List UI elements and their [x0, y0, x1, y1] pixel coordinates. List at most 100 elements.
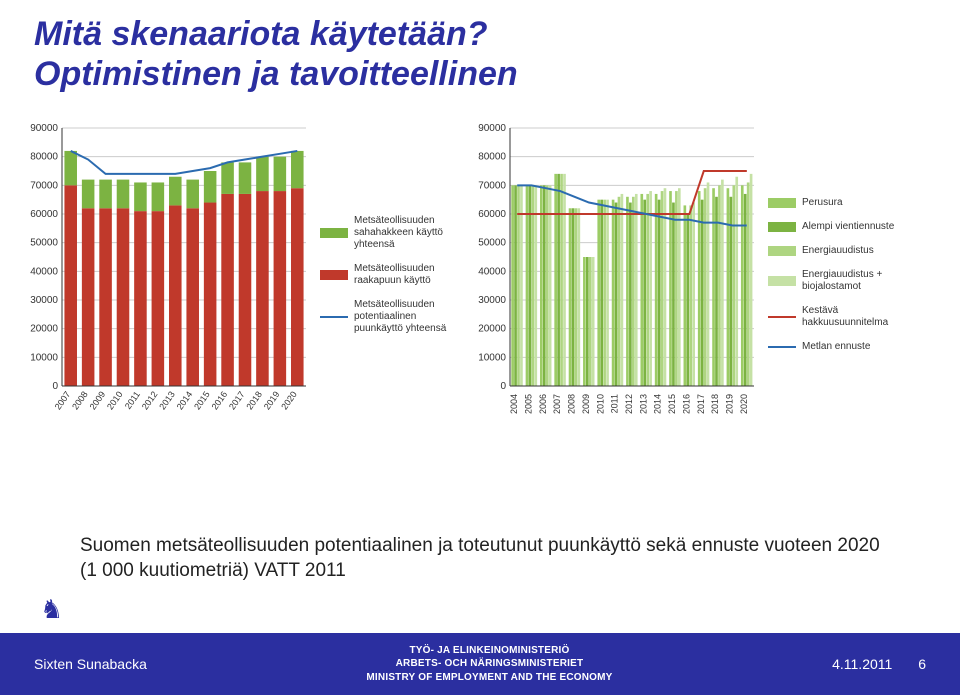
page-title: Mitä skenaariota käytetään? Optimistinen…: [34, 14, 518, 94]
svg-text:2012: 2012: [140, 389, 160, 411]
legend-swatch: [320, 316, 348, 318]
svg-text:2006: 2006: [538, 394, 548, 414]
logo-icon: ♞: [40, 594, 63, 625]
svg-text:0: 0: [500, 381, 506, 392]
svg-text:2019: 2019: [262, 389, 282, 411]
svg-text:2009: 2009: [88, 389, 108, 411]
legend-item: Metlan ennuste: [768, 341, 908, 353]
legend-item: Kestävä hakkuusuunnitelma: [768, 305, 908, 329]
chart1-with-legend: 0100002000030000400005000060000700008000…: [22, 120, 460, 430]
legend-label: Metsäteollisuuden sahahakkeen käyttö yht…: [354, 215, 460, 251]
chart1: 0100002000030000400005000060000700008000…: [22, 120, 312, 430]
svg-text:30000: 30000: [30, 295, 58, 306]
svg-text:60000: 60000: [30, 209, 58, 220]
svg-text:2018: 2018: [244, 389, 264, 411]
svg-text:2005: 2005: [524, 394, 534, 414]
footer-page: 6: [918, 656, 926, 672]
footer-date-page: 4.11.2011 6: [832, 656, 926, 672]
legend-label: Metsäteollisuuden raakapuun käyttö: [354, 263, 460, 287]
svg-text:60000: 60000: [478, 209, 506, 220]
legend-swatch: [768, 198, 796, 208]
svg-text:2010: 2010: [595, 394, 605, 414]
caption-line2: (1 000 kuutiometriä) VATT 2011: [80, 560, 346, 581]
legend-item: Metsäteollisuuden potentiaalinen puunkäy…: [320, 299, 460, 335]
svg-text:40000: 40000: [478, 266, 506, 277]
svg-text:90000: 90000: [30, 123, 58, 134]
title-line2: Optimistinen ja tavoitteellinen: [34, 55, 518, 93]
chart1-block: 0100002000030000400005000060000700008000…: [22, 120, 460, 520]
caption-line1: Suomen metsäteollisuuden potentiaalinen …: [80, 535, 880, 556]
svg-text:50000: 50000: [30, 238, 58, 249]
svg-text:2019: 2019: [724, 394, 734, 414]
svg-text:10000: 10000: [30, 352, 58, 363]
svg-text:2009: 2009: [581, 394, 591, 414]
svg-text:10000: 10000: [478, 352, 506, 363]
svg-text:2020: 2020: [739, 394, 749, 414]
chart1-svg-wrap: 0100002000030000400005000060000700008000…: [22, 120, 312, 430]
legend-item: Metsäteollisuuden raakapuun käyttö: [320, 263, 460, 287]
svg-text:2011: 2011: [610, 394, 620, 413]
svg-text:2014: 2014: [175, 389, 195, 411]
legend-item: Perusura: [768, 197, 908, 209]
svg-text:2004: 2004: [509, 394, 519, 414]
svg-text:40000: 40000: [30, 266, 58, 277]
legend-item: Metsäteollisuuden sahahakkeen käyttö yht…: [320, 215, 460, 251]
svg-text:2018: 2018: [710, 394, 720, 414]
chart2-block: 0 10000 20000 30000 40000 50000 60000 70000 8000…: [470, 120, 908, 520]
chart2-with-legend: 0 10000 20000 30000 40000 50000 60000 70000 8000…: [470, 120, 908, 430]
footer-org-line3: MINISTRY OF EMPLOYMENT AND THE ECONOMY: [366, 672, 612, 683]
svg-text:20000: 20000: [478, 324, 506, 335]
legend-label: Alempi vientiennuste: [802, 221, 894, 233]
legend-swatch: [768, 316, 796, 318]
footer-org-line2: ARBETS- OCH NÄRINGSMINISTERIET: [396, 658, 584, 669]
legend-swatch: [768, 246, 796, 256]
svg-text:2011: 2011: [123, 389, 142, 411]
chart2-legend: Perusura Alempi vientiennuste Energiauudis…: [768, 197, 908, 353]
svg-text:2016: 2016: [210, 389, 230, 411]
legend-item: Energiauudistus + biojalostamot: [768, 269, 908, 293]
svg-text:2010: 2010: [105, 389, 125, 411]
svg-text:2015: 2015: [192, 389, 212, 411]
svg-text:2012: 2012: [624, 394, 634, 414]
legend-label: Metsäteollisuuden potentiaalinen puunkäy…: [354, 299, 460, 335]
svg-text:2017: 2017: [227, 389, 247, 411]
legend-label: Metlan ennuste: [802, 341, 870, 353]
footer: Sixten Sunabacka TYÖ- JA ELINKEINOMINIST…: [0, 633, 960, 695]
legend-item: Energiauudistus: [768, 245, 908, 257]
svg-text:2013: 2013: [157, 389, 177, 411]
chart1-legend: Metsäteollisuuden sahahakkeen käyttö yht…: [320, 215, 460, 335]
svg-text:2013: 2013: [638, 394, 648, 414]
svg-text:2016: 2016: [681, 394, 691, 414]
legend-swatch: [768, 276, 796, 286]
legend-swatch: [768, 222, 796, 232]
svg-text:2007: 2007: [552, 394, 562, 414]
svg-text:2015: 2015: [667, 394, 677, 414]
chart2: 0 10000 20000 30000 40000 50000 60000 70000 8000…: [470, 120, 760, 430]
svg-text:80000: 80000: [30, 152, 58, 163]
svg-text:50000: 50000: [478, 238, 506, 249]
legend-item: Alempi vientiennuste: [768, 221, 908, 233]
svg-text:30000: 30000: [478, 295, 506, 306]
svg-text:70000: 70000: [30, 180, 58, 191]
legend-label: Energiauudistus + biojalostamot: [802, 269, 908, 293]
svg-text:70000: 70000: [478, 180, 506, 191]
svg-text:2017: 2017: [696, 394, 706, 414]
page: Mitä skenaariota käytetään? Optimistinen…: [0, 0, 960, 695]
legend-swatch: [320, 228, 348, 238]
legend-label: Energiauudistus: [802, 245, 874, 257]
footer-org-line1: TYÖ- JA ELINKEINOMINISTERIÖ: [409, 645, 569, 656]
svg-text:2008: 2008: [567, 394, 577, 414]
legend-swatch: [768, 346, 796, 348]
legend-swatch: [320, 270, 348, 280]
svg-text:2008: 2008: [70, 389, 90, 411]
chart2-svg-wrap: 0 10000 20000 30000 40000 50000 60000 70000 8000…: [470, 120, 760, 430]
svg-text:80000: 80000: [478, 152, 506, 163]
footer-date: 4.11.2011: [832, 656, 892, 672]
footer-org: TYÖ- JA ELINKEINOMINISTERIÖ ARBETS- OCH …: [366, 644, 612, 685]
svg-text:2014: 2014: [653, 394, 663, 414]
legend-label: Perusura: [802, 197, 843, 209]
svg-text:20000: 20000: [30, 324, 58, 335]
svg-text:2007: 2007: [53, 389, 73, 411]
svg-text:90000: 90000: [478, 123, 506, 134]
svg-text:2020: 2020: [279, 389, 299, 411]
